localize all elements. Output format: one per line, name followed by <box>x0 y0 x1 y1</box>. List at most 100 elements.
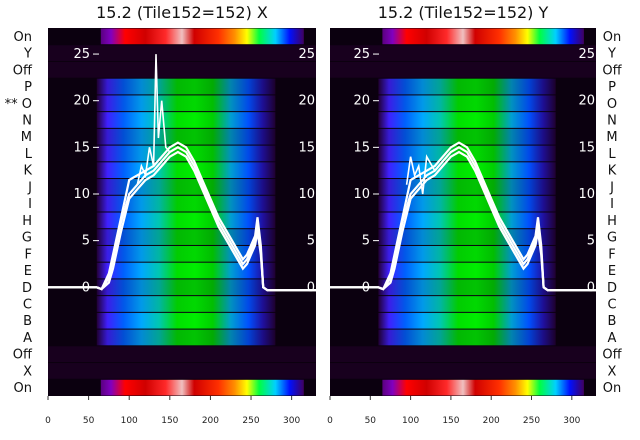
row-label: ** O <box>5 97 32 112</box>
heatmap-row-18 <box>378 312 556 329</box>
heatmap-row-3 <box>48 61 316 78</box>
heatmap-row-6 <box>378 112 556 128</box>
overlay-ytick-label: 10 <box>353 187 370 202</box>
heatmap-row-19 <box>378 329 556 346</box>
overlay-ytick-label-right: 10 <box>578 187 595 202</box>
heatmap-row-9 <box>96 162 276 179</box>
row-label: On <box>603 381 621 396</box>
overlay-line-3 <box>330 141 596 292</box>
overlay-ytick-label: 0 <box>82 280 90 295</box>
heatmap-row-12 <box>378 212 556 229</box>
x-tick-label: 0 <box>45 416 51 426</box>
heatmap-row-22 <box>100 379 304 396</box>
overlay-ytick-label: 25 <box>353 47 370 62</box>
overlay-ytick-label-right: 15 <box>298 140 315 155</box>
row-label: D <box>22 281 32 296</box>
x-tick-label: 100 <box>402 416 419 426</box>
heatmap-row-3 <box>330 61 596 78</box>
heatmap-row-16 <box>96 279 276 296</box>
overlay-ytick-label: 10 <box>73 187 90 202</box>
x-tick-label: 0 <box>327 416 333 426</box>
row-label: Off <box>13 348 33 363</box>
heatmap-row-10 <box>378 179 556 195</box>
heatmap-row-4 <box>96 78 276 95</box>
row-label: H <box>22 214 32 229</box>
overlay-ytick-label-right: 10 <box>298 187 315 202</box>
row-label: J <box>27 180 32 195</box>
heatmap-row-4 <box>378 78 556 95</box>
heatmap-row-22 <box>382 379 584 396</box>
row-label: Off <box>602 63 622 78</box>
row-label: O <box>607 97 617 112</box>
row-label: E <box>24 264 32 279</box>
x-tick-label: 50 <box>83 416 95 426</box>
row-label: M <box>606 130 617 145</box>
row-label: P <box>24 80 32 95</box>
heatmap-row-2 <box>330 45 596 61</box>
heatmap-row-5 <box>96 95 276 112</box>
overlay-ytick-label-right: 15 <box>578 140 595 155</box>
heatmap-row-7 <box>96 128 276 145</box>
chart-title: 15.2 (Tile152=152) X <box>96 3 268 22</box>
heatmap-row-17 <box>96 296 276 312</box>
heatmap-row-17 <box>378 296 556 312</box>
overlay-line-2 <box>330 150 596 292</box>
overlay-ytick-label-right: 0 <box>307 280 315 295</box>
row-label: On <box>14 30 32 45</box>
heatmap-row-14 <box>96 245 276 262</box>
heatmap-row-20 <box>330 346 596 363</box>
overlay-ytick-label: 5 <box>82 234 90 249</box>
x-tick-label: 50 <box>365 416 377 426</box>
heatmap-row-10 <box>96 179 276 195</box>
x-tick-label: 250 <box>242 416 259 426</box>
overlay-line-3 <box>48 141 316 292</box>
overlay-ytick-label-right: 0 <box>587 280 595 295</box>
overlay-line-4 <box>405 151 452 195</box>
heatmap-row-14 <box>378 245 556 262</box>
row-label: D <box>607 281 617 296</box>
row-label: F <box>25 247 32 262</box>
x-tick-label: 150 <box>442 416 459 426</box>
heatmap-row-11 <box>378 195 556 212</box>
heatmap-row-21 <box>330 363 596 379</box>
heatmap-row-15 <box>378 262 556 279</box>
row-label: A <box>23 331 32 346</box>
heatmap-row-19 <box>96 329 276 346</box>
x-tick-label: 300 <box>283 416 300 426</box>
row-label: K <box>23 164 32 179</box>
overlay-ytick-label-right: 25 <box>578 47 595 62</box>
row-label: C <box>23 298 32 313</box>
row-label: N <box>607 114 617 129</box>
row-label: J <box>609 180 614 195</box>
overlay-ytick-label: 25 <box>73 47 90 62</box>
overlay-ytick-label: 15 <box>73 140 90 155</box>
row-label: B <box>608 314 617 329</box>
row-label: On <box>603 30 621 45</box>
heatmap-row-5 <box>378 95 556 112</box>
row-label: I <box>610 197 614 212</box>
x-tick-label: 300 <box>563 416 580 426</box>
overlay-ytick-label: 0 <box>362 280 370 295</box>
row-label: I <box>28 197 32 212</box>
row-label: On <box>14 381 32 396</box>
overlay-ytick-label: 20 <box>73 94 90 109</box>
heatmap-row-16 <box>378 279 556 296</box>
row-label: Y <box>607 47 616 62</box>
heatmap-row-21 <box>48 363 316 379</box>
x-tick-label: 150 <box>161 416 178 426</box>
overlay-ytick-label-right: 5 <box>307 234 315 249</box>
overlay-ytick-label-right: 20 <box>578 94 595 109</box>
heatmap-row-11 <box>96 195 276 212</box>
row-label: E <box>608 264 616 279</box>
row-label: L <box>608 147 616 162</box>
x-tick-label: 200 <box>483 416 500 426</box>
overlay-ytick-label: 20 <box>353 94 370 109</box>
row-label: A <box>608 331 617 346</box>
x-tick-label: 100 <box>121 416 138 426</box>
overlay-ytick-label: 5 <box>362 234 370 249</box>
heatmap-row-13 <box>378 229 556 245</box>
heatmap-row-13 <box>96 229 276 245</box>
row-label: Off <box>13 63 33 78</box>
row-label: L <box>25 147 33 162</box>
